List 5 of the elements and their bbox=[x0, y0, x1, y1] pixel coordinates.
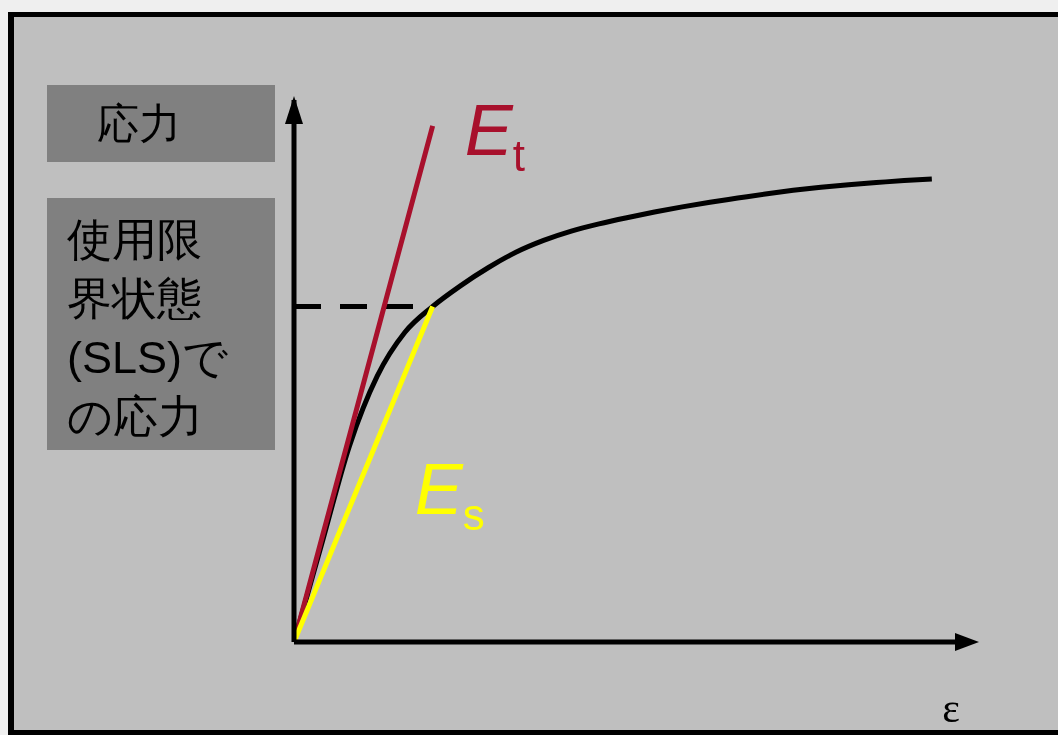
text: 使用限界状態(SLS)での応力 bbox=[67, 213, 230, 444]
series-label: E$_{s}$ bbox=[414, 449, 485, 540]
y-axis-title: 応力 bbox=[47, 85, 275, 162]
series-label: E$_{t}$ bbox=[464, 89, 525, 180]
x-axis-title: ε bbox=[942, 685, 960, 731]
